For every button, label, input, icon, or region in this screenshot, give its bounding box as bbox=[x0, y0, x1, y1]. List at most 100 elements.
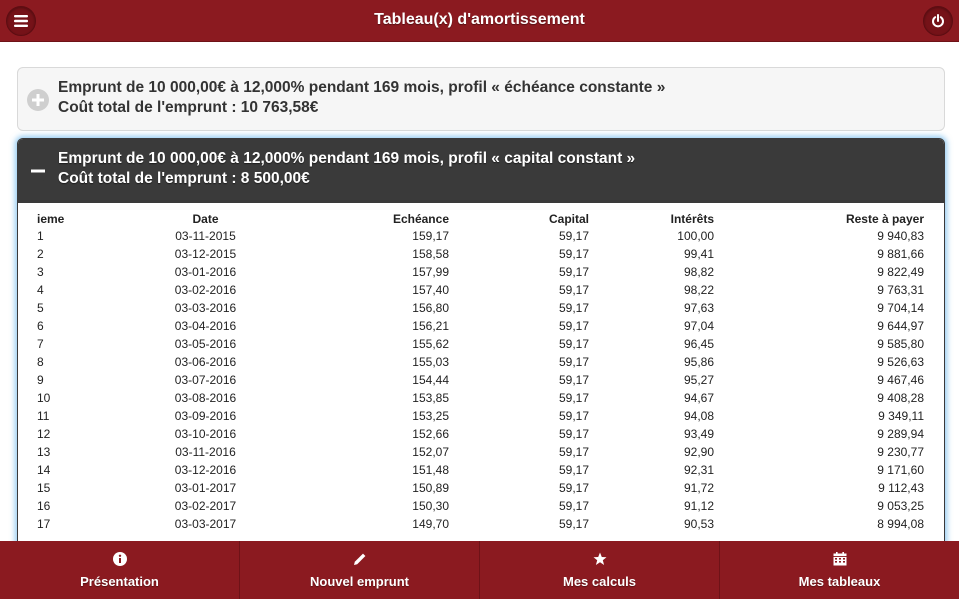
main-content: Emprunt de 10 000,00€ à 12,000% pendant … bbox=[0, 43, 959, 541]
cell-interets: 95,27 bbox=[683, 373, 714, 387]
cell-echeance: 157,99 bbox=[412, 265, 449, 279]
nav-new-loan[interactable]: Nouvel emprunt bbox=[239, 541, 479, 599]
loan-header-constant-capital[interactable]: Emprunt de 10 000,00€ à 12,000% pendant … bbox=[18, 139, 944, 203]
cell-date: 03-01-2017 bbox=[174, 481, 237, 495]
amortization-table: ieme Date Echéance Capital Intérêts Rest… bbox=[18, 205, 944, 533]
cell-interets: 100,00 bbox=[677, 229, 714, 243]
cell-date: 03-06-2016 bbox=[174, 355, 237, 369]
cell-capital: 59,17 bbox=[558, 517, 589, 531]
cell-interets: 92,31 bbox=[683, 463, 714, 477]
cell-ieme: 15 bbox=[37, 481, 51, 495]
cell-echeance: 150,89 bbox=[412, 481, 449, 495]
table-row: 16 03-02-2017 150,30 59,17 91,12 9 053,25 bbox=[18, 497, 944, 515]
cell-reste: 9 171,60 bbox=[877, 463, 924, 477]
loan-summary: Emprunt de 10 000,00€ à 12,000% pendant … bbox=[58, 150, 636, 167]
cell-ieme: 7 bbox=[37, 337, 44, 351]
cell-echeance: 153,85 bbox=[412, 391, 449, 405]
cell-ieme: 5 bbox=[37, 301, 44, 315]
cell-date: 03-07-2016 bbox=[174, 373, 237, 387]
cell-reste: 9 822,49 bbox=[877, 265, 924, 279]
cell-echeance: 154,44 bbox=[412, 373, 449, 387]
cell-ieme: 6 bbox=[37, 319, 44, 333]
loan-summary: Emprunt de 10 000,00€ à 12,000% pendant … bbox=[58, 79, 666, 96]
cell-echeance: 156,80 bbox=[412, 301, 449, 315]
cell-capital: 59,17 bbox=[558, 463, 589, 477]
cell-echeance: 151,48 bbox=[412, 463, 449, 477]
table-body: 1 03-11-2015 159,17 59,17 100,00 9 940,83 2 03-… bbox=[18, 227, 944, 533]
cell-reste: 9 408,28 bbox=[877, 391, 924, 405]
cell-interets: 98,22 bbox=[683, 283, 714, 297]
app-header: Tableau(x) d'amortissement bbox=[0, 0, 959, 42]
nav-label: Nouvel emprunt bbox=[310, 574, 409, 589]
loan-header-constant-payment[interactable]: Emprunt de 10 000,00€ à 12,000% pendant … bbox=[18, 68, 944, 132]
nav-my-calculations[interactable]: Mes calculs bbox=[479, 541, 719, 599]
cell-reste: 9 289,94 bbox=[877, 427, 924, 441]
nav-my-tables[interactable]: Mes tableaux bbox=[719, 541, 959, 599]
cell-capital: 59,17 bbox=[558, 409, 589, 423]
amortization-table-wrapper[interactable]: ieme Date Echéance Capital Intérêts Rest… bbox=[18, 205, 944, 533]
table-row: 5 03-03-2016 156,80 59,17 97,63 9 704,14 bbox=[18, 299, 944, 317]
cell-interets: 98,82 bbox=[683, 265, 714, 279]
cell-reste: 9 644,97 bbox=[877, 319, 924, 333]
cell-ieme: 8 bbox=[37, 355, 44, 369]
power-icon bbox=[932, 14, 944, 28]
cell-interets: 99,41 bbox=[683, 247, 714, 261]
cell-capital: 59,17 bbox=[558, 247, 589, 261]
cell-interets: 96,45 bbox=[683, 337, 714, 351]
nav-label: Présentation bbox=[80, 574, 159, 589]
cell-ieme: 3 bbox=[37, 265, 44, 279]
table-row: 15 03-01-2017 150,89 59,17 91,72 9 112,43 bbox=[18, 479, 944, 497]
cell-reste: 9 881,66 bbox=[877, 247, 924, 261]
cell-date: 03-08-2016 bbox=[174, 391, 237, 405]
cell-capital: 59,17 bbox=[558, 229, 589, 243]
cell-capital: 59,17 bbox=[558, 499, 589, 513]
cell-echeance: 155,62 bbox=[412, 337, 449, 351]
cell-echeance: 158,58 bbox=[412, 247, 449, 261]
table-row: 14 03-12-2016 151,48 59,17 92,31 9 171,60 bbox=[18, 461, 944, 479]
cell-date: 03-12-2016 bbox=[174, 463, 237, 477]
cell-date: 03-01-2016 bbox=[174, 265, 237, 279]
cell-ieme: 2 bbox=[37, 247, 44, 261]
footer-navbar: Présentation Nouvel emprunt Mes calculs bbox=[0, 541, 959, 599]
cell-ieme: 4 bbox=[37, 283, 44, 297]
cell-reste: 9 585,80 bbox=[877, 337, 924, 351]
nav-presentation[interactable]: Présentation bbox=[0, 541, 239, 599]
cell-capital: 59,17 bbox=[558, 445, 589, 459]
info-icon bbox=[112, 552, 127, 566]
column-header-date: Date bbox=[192, 212, 219, 226]
minus-icon bbox=[27, 160, 49, 182]
cell-reste: 9 230,77 bbox=[877, 445, 924, 459]
cell-reste: 9 763,31 bbox=[877, 283, 924, 297]
cell-reste: 9 053,25 bbox=[877, 499, 924, 513]
cell-date: 03-02-2017 bbox=[174, 499, 237, 513]
cell-reste: 9 940,83 bbox=[877, 229, 924, 243]
cell-echeance: 150,30 bbox=[412, 499, 449, 513]
cell-date: 03-11-2016 bbox=[175, 445, 236, 459]
cell-date: 03-03-2016 bbox=[174, 301, 237, 315]
table-row: 12 03-10-2016 152,66 59,17 93,49 9 289,94 bbox=[18, 425, 944, 443]
cell-ieme: 1 bbox=[37, 229, 44, 243]
nav-label: Mes tableaux bbox=[798, 574, 881, 589]
loan-total-cost: Coût total de l'emprunt : 10 763,58€ bbox=[58, 99, 319, 116]
cell-ieme: 13 bbox=[37, 445, 51, 459]
cell-interets: 92,90 bbox=[683, 445, 714, 459]
cell-date: 03-03-2017 bbox=[174, 517, 237, 531]
cell-reste: 8 994,08 bbox=[877, 517, 924, 531]
power-button[interactable] bbox=[923, 6, 953, 36]
table-row: 1 03-11-2015 159,17 59,17 100,00 9 940,83 bbox=[18, 227, 944, 245]
nav-label: Mes calculs bbox=[563, 574, 636, 589]
cell-capital: 59,17 bbox=[558, 283, 589, 297]
table-row: 10 03-08-2016 153,85 59,17 94,67 9 408,28 bbox=[18, 389, 944, 407]
column-header-capital: Capital bbox=[548, 212, 589, 226]
table-row: 7 03-05-2016 155,62 59,17 96,45 9 585,80 bbox=[18, 335, 944, 353]
table-row: 4 03-02-2016 157,40 59,17 98,22 9 763,31 bbox=[18, 281, 944, 299]
cell-capital: 59,17 bbox=[558, 301, 589, 315]
cell-capital: 59,17 bbox=[558, 319, 589, 333]
cell-capital: 59,17 bbox=[558, 373, 589, 387]
menu-button[interactable] bbox=[6, 6, 36, 36]
cell-interets: 94,67 bbox=[683, 391, 714, 405]
cell-echeance: 152,07 bbox=[412, 445, 449, 459]
table-row: 8 03-06-2016 155,03 59,17 95,86 9 526,63 bbox=[18, 353, 944, 371]
cell-date: 03-12-2015 bbox=[174, 247, 237, 261]
cell-interets: 91,72 bbox=[683, 481, 714, 495]
